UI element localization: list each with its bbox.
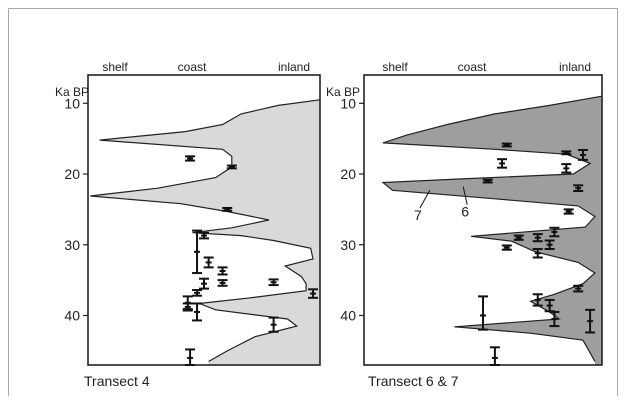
area-fill <box>90 75 320 365</box>
y-tick-label: 40 <box>64 307 80 323</box>
panel-transect-4: Ka BP shelf coast inland Transect 4 10 20… <box>55 60 321 389</box>
panel-transect-6-7: Ka BP shelf coast inland Transect 6 & 7 … <box>326 60 603 389</box>
xcat-inland-left: inland <box>278 60 310 74</box>
xcat-coast-right: coast <box>458 60 487 74</box>
xcat-inland-right: inland <box>559 60 591 74</box>
xcat-shelf-right: shelf <box>382 60 408 74</box>
title-transect-4: Transect 4 <box>84 373 150 389</box>
plot-frame <box>87 74 321 366</box>
area-fill <box>383 75 602 365</box>
annotation-arrow <box>419 189 431 209</box>
ylabel-left: Ka BP <box>55 85 89 99</box>
y-tick-label: 10 <box>340 95 356 111</box>
y-tick-label: 20 <box>64 166 80 182</box>
boundary-line <box>90 99 320 363</box>
figure-frame <box>8 8 618 396</box>
y-tick-label: 30 <box>340 237 356 253</box>
y-tick-label: 20 <box>340 166 356 182</box>
y-tick-label: 30 <box>64 237 80 253</box>
y-tick-label: 10 <box>64 95 80 111</box>
annotation-arrow <box>462 186 468 205</box>
title-transect-6-7: Transect 6 & 7 <box>368 373 459 389</box>
annotation-label: 6 <box>461 204 469 220</box>
ylabel-right: Ka BP <box>326 85 360 99</box>
xcat-coast-left: coast <box>178 60 207 74</box>
annotation-label: 7 <box>414 207 422 223</box>
y-tick-label: 40 <box>340 307 356 323</box>
xcat-shelf-left: shelf <box>102 60 128 74</box>
plot-frame <box>363 74 603 366</box>
